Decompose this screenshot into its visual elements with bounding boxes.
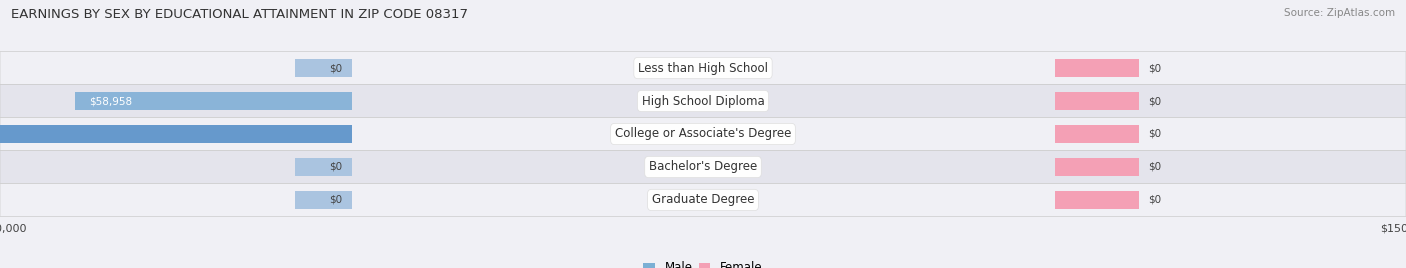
Bar: [0, 125, 352, 143]
Bar: [1054, 158, 1139, 176]
Bar: [1054, 92, 1139, 110]
Legend: Male, Female: Male, Female: [638, 256, 768, 268]
Text: College or Associate's Degree: College or Associate's Degree: [614, 128, 792, 140]
Text: EARNINGS BY SEX BY EDUCATIONAL ATTAINMENT IN ZIP CODE 08317: EARNINGS BY SEX BY EDUCATIONAL ATTAINMEN…: [11, 8, 468, 21]
Text: $0: $0: [329, 162, 342, 172]
Text: $0: $0: [1149, 96, 1161, 106]
Text: $0: $0: [329, 63, 342, 73]
Text: $58,958: $58,958: [89, 96, 132, 106]
Bar: [1054, 59, 1139, 77]
Bar: [295, 191, 352, 209]
Text: Bachelor's Degree: Bachelor's Degree: [650, 161, 756, 173]
Text: Less than High School: Less than High School: [638, 62, 768, 75]
Text: $0: $0: [1149, 162, 1161, 172]
Bar: [75, 92, 352, 110]
FancyBboxPatch shape: [0, 184, 1406, 217]
Text: Graduate Degree: Graduate Degree: [652, 193, 754, 206]
Bar: [295, 59, 352, 77]
Bar: [295, 158, 352, 176]
FancyBboxPatch shape: [0, 117, 1406, 151]
FancyBboxPatch shape: [0, 84, 1406, 117]
Text: $0: $0: [1149, 63, 1161, 73]
Text: High School Diploma: High School Diploma: [641, 95, 765, 107]
Text: $0: $0: [1149, 129, 1161, 139]
Text: $0: $0: [329, 195, 342, 205]
Text: Source: ZipAtlas.com: Source: ZipAtlas.com: [1284, 8, 1395, 18]
Text: $0: $0: [1149, 195, 1161, 205]
Bar: [1054, 125, 1139, 143]
FancyBboxPatch shape: [0, 151, 1406, 184]
FancyBboxPatch shape: [0, 51, 1406, 84]
Bar: [1054, 191, 1139, 209]
